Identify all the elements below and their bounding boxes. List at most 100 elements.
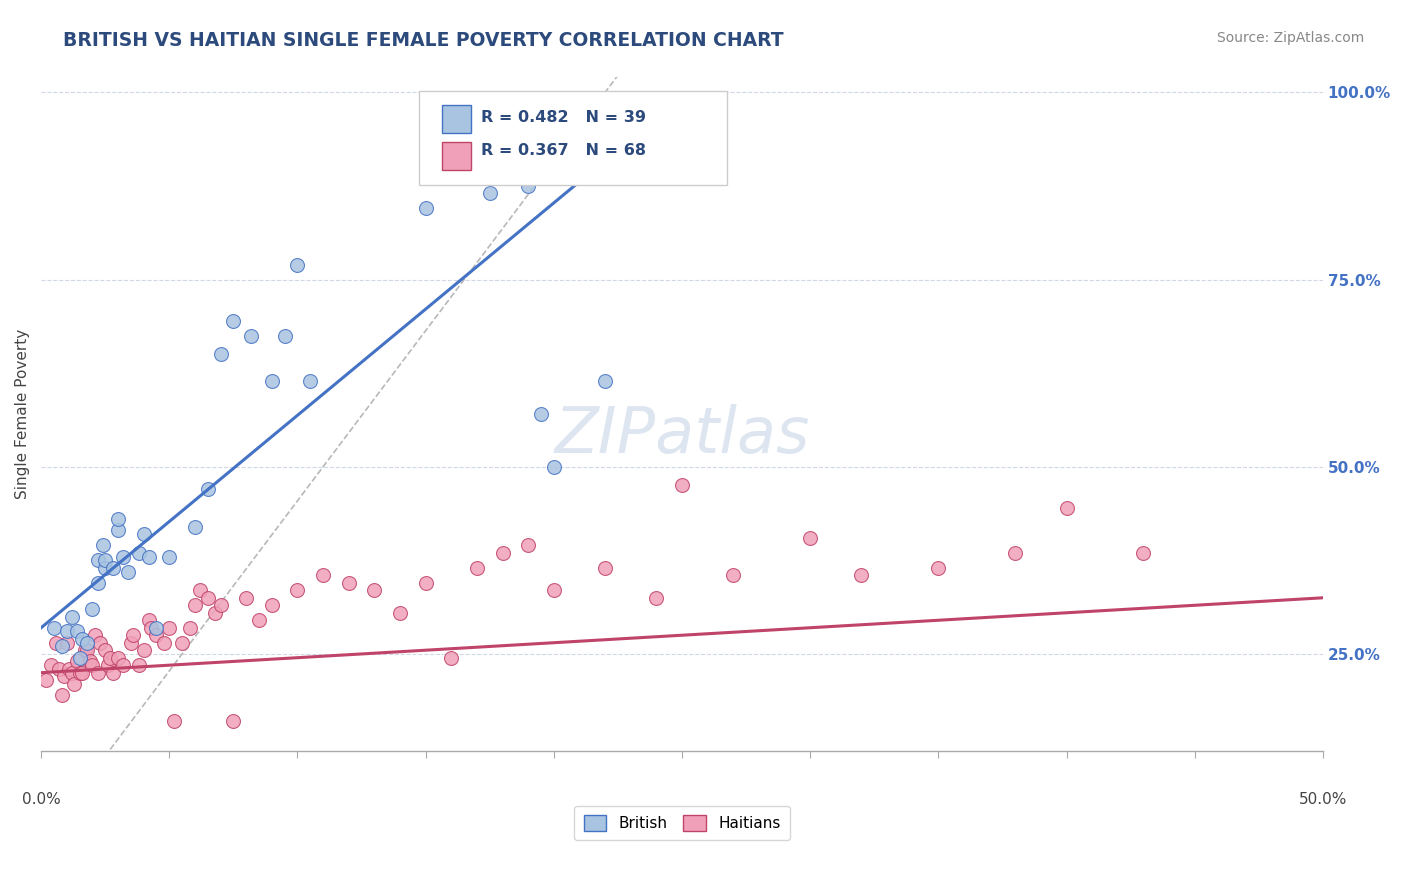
Point <box>179 621 201 635</box>
Point <box>478 186 501 201</box>
Point <box>132 527 155 541</box>
Point <box>197 482 219 496</box>
Point <box>138 549 160 564</box>
Point <box>138 613 160 627</box>
Point <box>69 665 91 680</box>
Point <box>76 636 98 650</box>
FancyBboxPatch shape <box>443 105 471 134</box>
Point <box>120 636 142 650</box>
Point <box>299 374 322 388</box>
Point <box>101 665 124 680</box>
Point <box>107 524 129 538</box>
Point <box>197 591 219 605</box>
Point <box>184 519 207 533</box>
Point <box>45 636 67 650</box>
Point <box>543 583 565 598</box>
Point <box>60 665 83 680</box>
Point <box>98 650 121 665</box>
Point <box>312 568 335 582</box>
Point <box>247 613 270 627</box>
Point <box>273 328 295 343</box>
Point <box>70 632 93 646</box>
Point <box>117 565 139 579</box>
Point <box>60 609 83 624</box>
Point <box>153 636 176 650</box>
Point <box>112 549 135 564</box>
Point <box>145 621 167 635</box>
Point <box>132 643 155 657</box>
Point <box>172 636 194 650</box>
FancyBboxPatch shape <box>419 91 727 186</box>
Point <box>122 628 145 642</box>
Text: ZIPatlas: ZIPatlas <box>554 403 810 466</box>
Point <box>66 655 89 669</box>
Point <box>89 636 111 650</box>
Text: 50.0%: 50.0% <box>1299 792 1347 806</box>
Point <box>530 408 553 422</box>
Point <box>287 583 309 598</box>
Point <box>63 677 86 691</box>
Point <box>91 538 114 552</box>
Point <box>70 665 93 680</box>
Point <box>82 658 104 673</box>
Point <box>1004 546 1026 560</box>
Point <box>128 546 150 560</box>
Point <box>204 606 226 620</box>
Point <box>94 561 117 575</box>
Point <box>593 374 616 388</box>
Point <box>517 538 540 552</box>
Point <box>35 673 58 688</box>
Point <box>128 658 150 673</box>
Point <box>415 202 437 216</box>
Point <box>260 374 283 388</box>
Point <box>543 459 565 474</box>
Point <box>184 599 207 613</box>
Point <box>107 650 129 665</box>
FancyBboxPatch shape <box>443 142 471 170</box>
Point <box>101 561 124 575</box>
Y-axis label: Single Female Poverty: Single Female Poverty <box>15 329 30 500</box>
Point <box>287 258 309 272</box>
Point <box>69 650 91 665</box>
Point <box>209 347 232 361</box>
Point <box>415 575 437 590</box>
Point <box>53 669 76 683</box>
Point <box>79 655 101 669</box>
Point <box>76 643 98 657</box>
Point <box>723 568 745 582</box>
Point <box>465 561 488 575</box>
Point <box>363 583 385 598</box>
Point <box>240 328 263 343</box>
Point <box>86 575 108 590</box>
Point <box>84 628 107 642</box>
Point <box>58 662 80 676</box>
Point <box>389 606 412 620</box>
Point <box>440 650 463 665</box>
Text: R = 0.367   N = 68: R = 0.367 N = 68 <box>481 144 645 159</box>
Point <box>799 531 821 545</box>
Point <box>222 714 245 729</box>
Point <box>42 621 65 635</box>
Point <box>593 561 616 575</box>
Point <box>107 512 129 526</box>
Point <box>86 553 108 567</box>
Text: Source: ZipAtlas.com: Source: ZipAtlas.com <box>1216 31 1364 45</box>
Point <box>51 640 73 654</box>
Point <box>337 575 360 590</box>
Point <box>94 643 117 657</box>
Point <box>66 624 89 639</box>
Point <box>645 591 668 605</box>
Point <box>97 658 120 673</box>
Point <box>141 621 163 635</box>
Point <box>491 546 513 560</box>
Point <box>671 478 693 492</box>
Point <box>73 643 96 657</box>
Point <box>927 561 949 575</box>
Text: BRITISH VS HAITIAN SINGLE FEMALE POVERTY CORRELATION CHART: BRITISH VS HAITIAN SINGLE FEMALE POVERTY… <box>63 31 785 50</box>
Point <box>86 665 108 680</box>
Text: R = 0.482   N = 39: R = 0.482 N = 39 <box>481 110 645 125</box>
Point <box>55 636 77 650</box>
Point <box>157 549 180 564</box>
Point <box>48 662 70 676</box>
Point <box>209 599 232 613</box>
